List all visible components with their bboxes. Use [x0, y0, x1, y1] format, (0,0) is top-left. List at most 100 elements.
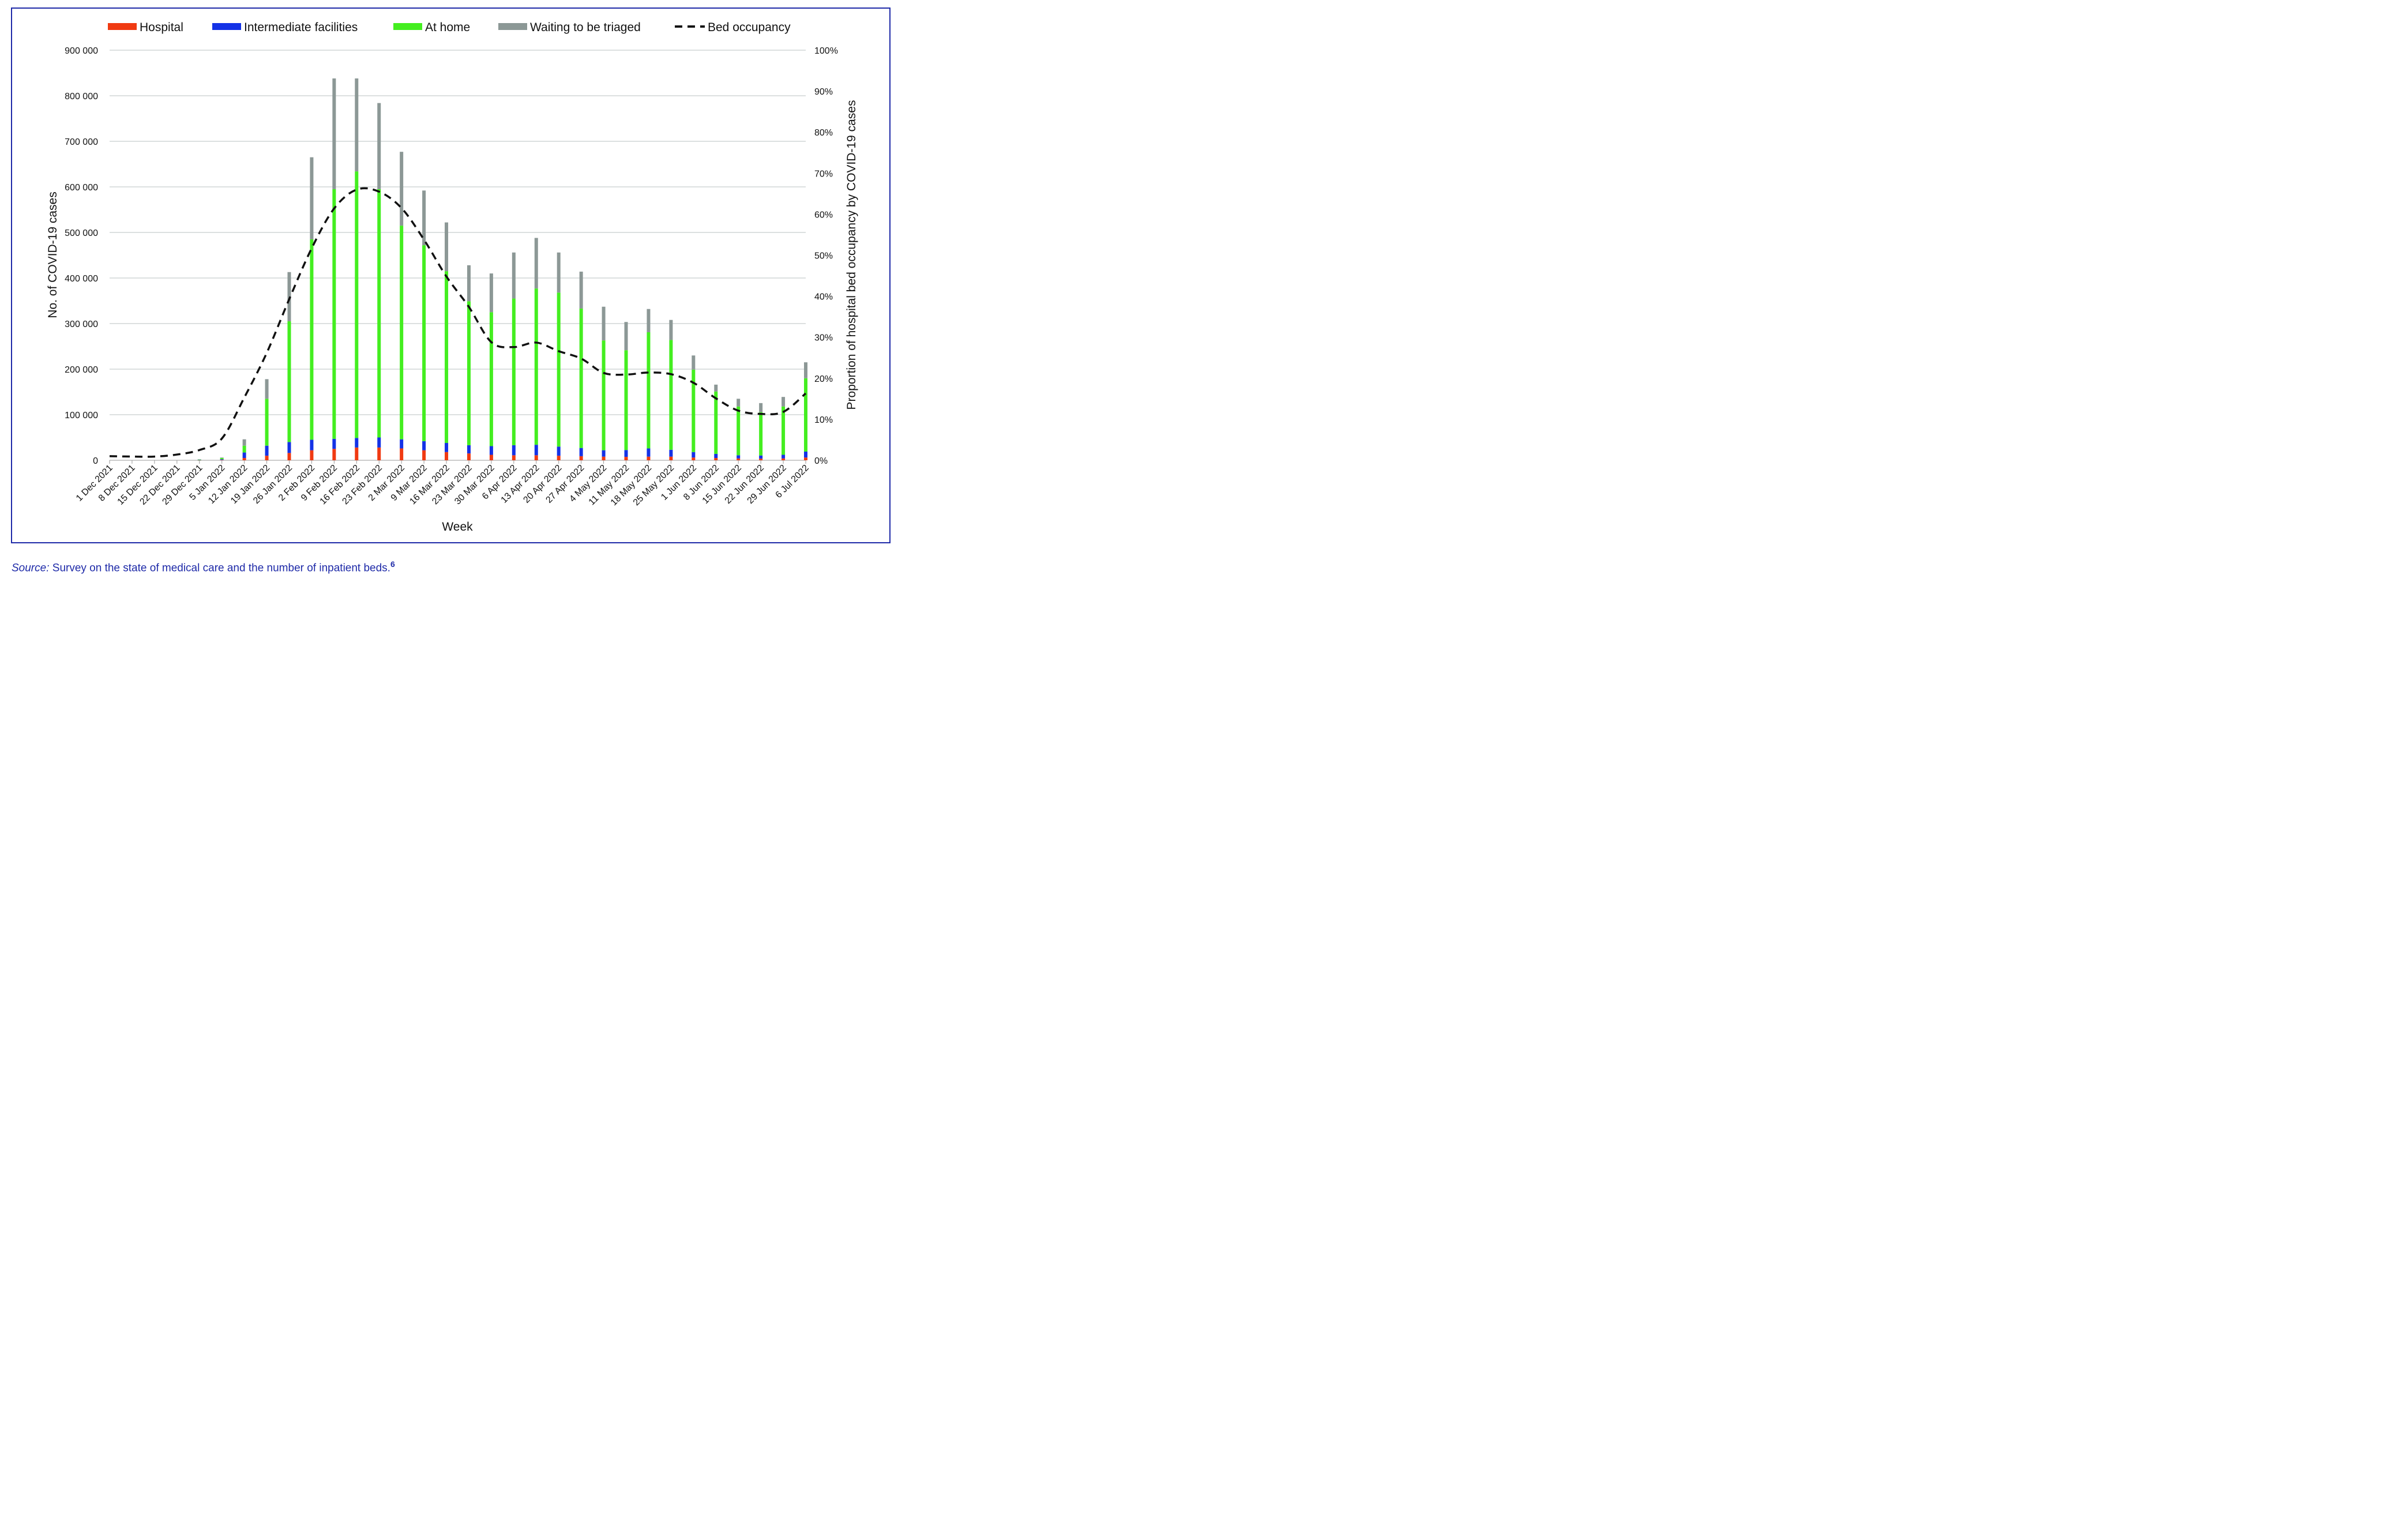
chart-frame — [11, 7, 891, 543]
bar-intermediate — [557, 446, 561, 456]
bar-intermediate — [445, 442, 449, 452]
bar-hospital — [759, 459, 763, 460]
bar-intermediate — [624, 450, 628, 457]
bar-at-home — [265, 399, 269, 446]
bar-intermediate — [332, 438, 336, 449]
legend-intermediate-facilities-swatch — [212, 23, 241, 30]
bar-waiting — [377, 103, 381, 189]
bar-at-home — [467, 301, 471, 445]
gridlines — [110, 50, 806, 461]
bar-at-home — [400, 226, 404, 440]
y-axis-label: No. of COVID-19 cases — [46, 191, 59, 318]
x-axis-label: Week — [442, 520, 473, 534]
bar-intermediate — [759, 455, 763, 459]
source-reference: 6 — [390, 559, 395, 569]
bar-at-home — [602, 340, 606, 450]
bar-waiting — [445, 222, 449, 272]
bar-hospital — [287, 453, 291, 460]
bar-hospital — [489, 455, 493, 460]
bar-hospital — [355, 447, 359, 460]
y2-tick-label: 50% — [814, 251, 833, 261]
bar-at-home — [310, 239, 314, 440]
bar-at-home — [377, 189, 381, 438]
bar-waiting — [647, 309, 651, 333]
y2-tick-label: 0% — [814, 456, 828, 466]
y-tick-label: 500 000 — [65, 228, 98, 238]
bar-intermediate — [197, 460, 201, 461]
bar-at-home — [759, 412, 763, 456]
source-text: Survey on the state of medical care and … — [52, 562, 390, 574]
y-tick-label: 100 000 — [65, 411, 98, 420]
bar-hospital — [624, 457, 628, 460]
legend-at-home-label: At home — [425, 21, 470, 34]
bar-intermediate — [579, 448, 583, 456]
bar-at-home — [332, 189, 336, 439]
bar-intermediate — [422, 441, 426, 450]
legend-bed-occupancy-label: Bed occupancy — [708, 21, 791, 34]
y-tick-label: 700 000 — [65, 137, 98, 147]
bar-intermediate — [804, 451, 807, 458]
y2-tick-label: 30% — [814, 333, 833, 343]
y2-tick-label: 20% — [814, 374, 833, 384]
bar-waiting — [692, 355, 696, 370]
bar-hospital — [265, 456, 269, 460]
bar-waiting — [400, 152, 404, 226]
bar-waiting — [579, 271, 583, 309]
bar-intermediate — [220, 459, 224, 460]
y2-tick-label: 90% — [814, 87, 833, 97]
bar-waiting — [355, 78, 359, 172]
y-tick-label: 400 000 — [65, 274, 98, 284]
legend-waiting-to-be-triaged-label: Waiting to be triaged — [530, 21, 641, 34]
legend: Hospital Intermediate facilities At home Wa… — [108, 21, 791, 34]
bar-hospital — [557, 456, 561, 460]
bar-waiting — [422, 190, 426, 246]
y2-tick-label: 70% — [814, 169, 833, 179]
bar-intermediate — [467, 445, 471, 454]
y2-tick-label: 60% — [814, 210, 833, 220]
legend-waiting-to-be-triaged-swatch — [498, 23, 527, 30]
bar-waiting — [759, 403, 763, 412]
bar-at-home — [445, 271, 449, 443]
bar-at-home — [579, 308, 583, 448]
bar-intermediate — [737, 455, 741, 459]
bar-hospital — [804, 457, 807, 460]
bar-waiting — [489, 273, 493, 313]
bar-hospital — [422, 450, 426, 460]
bar-waiting — [557, 252, 561, 293]
bar-at-home — [557, 292, 561, 447]
legend-intermediate-facilities-label: Intermediate facilities — [244, 21, 358, 34]
bar-hospital — [310, 450, 314, 460]
legend-hospital-swatch — [108, 23, 137, 30]
left-axis-ticks: 0 100 000 200 000 300 000 400 000 500 000 600 … — [65, 46, 98, 466]
bar-at-home — [534, 288, 538, 445]
bar-at-home — [220, 458, 224, 460]
chart: 0 100 000 200 000 300 000 400 000 500 000 600 … — [46, 21, 858, 534]
bar-at-home — [647, 332, 651, 449]
bar-waiting — [242, 439, 246, 446]
bar-at-home — [737, 406, 741, 456]
y2-axis-label: Proportion of hospital bed occupancy by … — [845, 100, 858, 410]
bar-intermediate — [377, 437, 381, 448]
y2-tick-label: 10% — [814, 415, 833, 425]
bar-hospital — [400, 448, 404, 460]
bar-hospital — [647, 456, 651, 460]
bar-intermediate — [265, 445, 269, 456]
bar-hospital — [512, 455, 516, 460]
bar-waiting — [804, 362, 807, 378]
bar-at-home — [422, 245, 426, 441]
right-axis-ticks: 0% 10% 20% 30% 40% 50% 60% 70% 80% 90% 100% — [814, 46, 838, 466]
bar-intermediate — [400, 439, 404, 449]
bar-intermediate — [489, 446, 493, 455]
bar-hospital — [534, 455, 538, 460]
bar-hospital — [242, 458, 246, 460]
bar-intermediate — [669, 449, 673, 457]
bar-hospital — [692, 457, 696, 460]
bar-intermediate — [355, 438, 359, 448]
legend-at-home-swatch — [393, 23, 422, 30]
bar-at-home — [512, 298, 516, 445]
y-tick-label: 900 000 — [65, 46, 98, 56]
bar-waiting — [512, 252, 516, 299]
bar-waiting — [669, 320, 673, 340]
bar-hospital — [737, 458, 741, 460]
